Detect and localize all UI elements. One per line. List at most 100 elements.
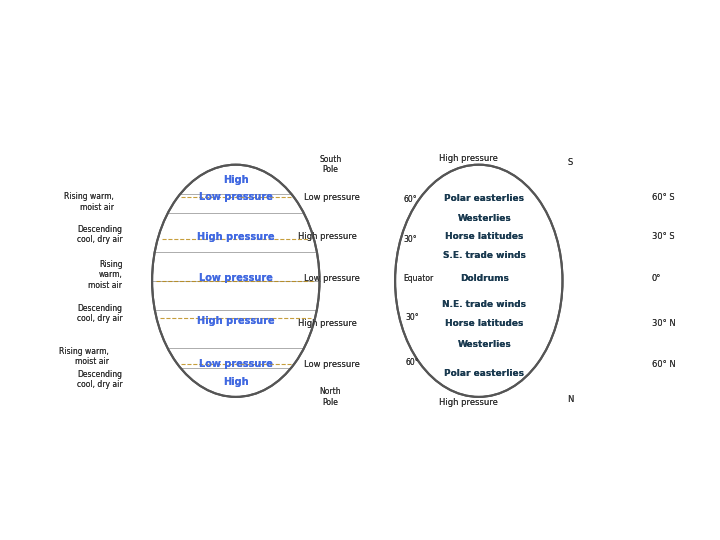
Text: 0°: 0° [652,274,661,283]
Text: © 2013 Pearson Education, Inc.: © 2013 Pearson Education, Inc. [101,515,234,524]
Text: Descending
cool, dry air: Descending cool, dry air [77,225,122,244]
Text: 60° S: 60° S [652,193,674,202]
Text: Descending
cool, dry air: Descending cool, dry air [77,303,122,323]
Text: Horse latitudes: Horse latitudes [445,232,523,241]
Text: 30° N: 30° N [652,319,675,328]
Text: 0°: 0° [652,274,661,283]
Text: Polar easterlies: Polar easterlies [444,194,524,203]
Text: High pressure: High pressure [197,232,274,242]
Text: North
Pole: North Pole [320,387,341,407]
Text: Westerlies: Westerlies [457,214,511,222]
Text: 30°: 30° [406,313,420,322]
Text: South
Pole: South Pole [319,155,341,174]
Text: High pressure: High pressure [438,398,498,407]
Text: Doldrums: Doldrums [460,274,508,283]
Text: South
Pole: South Pole [319,155,341,174]
Bar [152,165,320,194]
Text: Doldrums: Doldrums [460,274,508,283]
Text: 60° N: 60° N [652,360,675,369]
Bar [152,232,320,252]
Text: 30° N: 30° N [652,319,675,328]
Ellipse shape [395,165,562,397]
Bar [152,213,320,232]
Text: Westerlies: Westerlies [457,340,511,349]
Text: Polar easterlies: Polar easterlies [444,369,524,378]
Text: 60° S: 60° S [652,193,674,202]
Text: North
Pole: North Pole [320,387,341,407]
Text: High pressure: High pressure [438,398,498,407]
Text: Low pressure: Low pressure [199,273,273,284]
Bar [152,329,320,348]
Text: Circulation of the Atmosphere: Circulation of the Atmosphere [128,32,598,60]
PathPatch shape [90,0,630,540]
Text: Equator: Equator [403,274,433,283]
Text: Westerlies: Westerlies [457,340,511,349]
Text: Low pressure: Low pressure [199,192,273,202]
Text: Horse latitudes: Horse latitudes [445,232,523,241]
Text: 30°: 30° [406,313,420,322]
Bar [152,348,320,368]
Bar [152,310,320,329]
Text: Low pressure: Low pressure [304,274,360,283]
Text: Rising warm,
moist air: Rising warm, moist air [64,192,114,212]
Text: S: S [568,158,573,167]
Text: 30°: 30° [403,234,417,244]
Text: Rising
warm,
moist air: Rising warm, moist air [89,260,122,290]
Text: Descending
cool, dry air: Descending cool, dry air [77,225,122,244]
Bar [152,252,320,310]
Text: High pressure: High pressure [438,154,498,164]
Text: N: N [567,395,574,404]
Text: 30° S: 30° S [652,232,674,241]
Text: High: High [223,175,248,185]
Text: 60°: 60° [403,195,417,204]
Text: High pressure: High pressure [197,232,274,242]
Text: High pressure: High pressure [197,316,274,327]
Text: Low pressure: Low pressure [304,360,360,369]
Text: Low pressure: Low pressure [304,193,360,202]
PathPatch shape [90,0,630,540]
Text: Equator: Equator [403,274,433,283]
Text: Low pressure: Low pressure [199,360,273,369]
Text: High: High [223,377,248,387]
Text: Rising
warm,
moist air: Rising warm, moist air [89,260,122,290]
Text: Descending
cool, dry air: Descending cool, dry air [77,370,122,389]
Text: Rising warm,
moist air: Rising warm, moist air [64,192,114,212]
Text: 60° N: 60° N [652,360,675,369]
Text: Low pressure: Low pressure [304,360,360,369]
Text: 60°: 60° [406,357,420,367]
Text: High pressure: High pressure [298,319,357,328]
Text: Low pressure: Low pressure [199,360,273,369]
Text: N.E. trade winds: N.E. trade winds [442,300,526,308]
Text: Westerlies: Westerlies [457,214,511,222]
Text: Rising warm,
moist air: Rising warm, moist air [59,347,109,366]
Text: Low pressure: Low pressure [304,274,360,283]
Text: S.E. trade winds: S.E. trade winds [443,251,526,260]
Text: High pressure: High pressure [438,154,498,164]
Text: Horse latitudes: Horse latitudes [445,319,523,328]
Text: 60°: 60° [403,195,417,204]
Text: High pressure: High pressure [197,316,274,327]
Text: Low pressure: Low pressure [199,273,273,284]
Text: High pressure: High pressure [298,319,357,328]
Text: Horse latitudes: Horse latitudes [445,319,523,328]
Text: Descending
cool, dry air: Descending cool, dry air [77,303,122,323]
Text: High: High [223,377,248,387]
Text: N.E. trade winds: N.E. trade winds [442,300,526,308]
Text: Low pressure: Low pressure [199,192,273,202]
Text: S.E. trade winds: S.E. trade winds [443,251,526,260]
Text: Descending
cool, dry air: Descending cool, dry air [77,370,122,389]
Text: Polar easterlies: Polar easterlies [444,369,524,378]
Text: Low pressure: Low pressure [304,193,360,202]
Text: High: High [223,175,248,185]
Text: Rising warm,
moist air: Rising warm, moist air [59,347,109,366]
Text: 30° S: 30° S [652,232,674,241]
Text: High pressure: High pressure [298,232,357,241]
Text: 60°: 60° [406,357,420,367]
Text: S: S [568,158,573,167]
Text: N: N [567,395,574,404]
Text: 30°: 30° [403,234,417,244]
Bar [152,368,320,397]
Bar [152,194,320,213]
Text: High pressure: High pressure [298,232,357,241]
Text: Polar easterlies: Polar easterlies [444,194,524,203]
